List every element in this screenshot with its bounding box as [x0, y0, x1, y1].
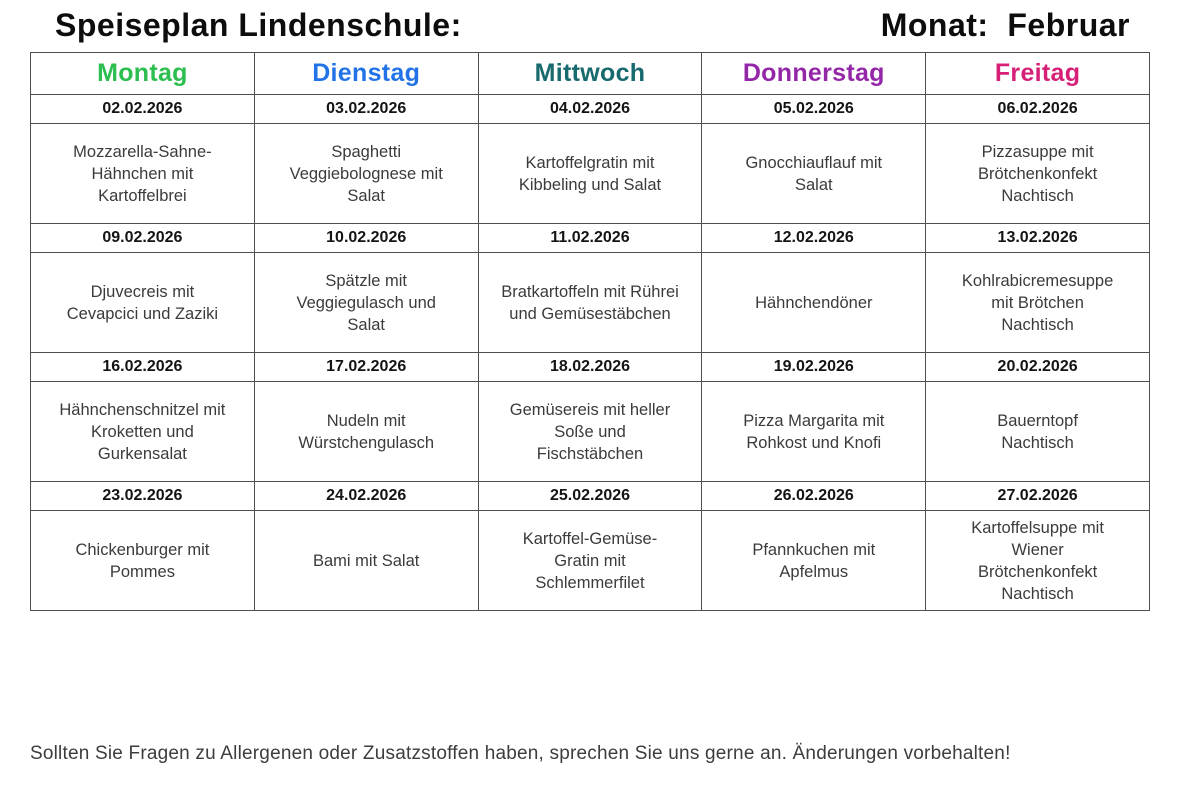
- meal-cell: Gemüsereis mit heller Soße und Fischstäb…: [477, 381, 703, 482]
- meal-cell: Mozzarella-Sahne- Hähnchen mit Kartoffel…: [30, 123, 255, 224]
- meal-cell: Pizza Margarita mit Rohkost und Knofi: [701, 381, 927, 482]
- meal-cell: Pfannkuchen mit Apfelmus: [701, 510, 927, 611]
- day-header-freitag: Freitag: [925, 52, 1150, 95]
- meal-cell: Hähnchenschnitzel mit Kroketten und Gurk…: [30, 381, 255, 482]
- date-cell: 12.02.2026: [701, 223, 927, 253]
- meal-row-week-4: Chickenburger mit Pommes Bami mit Salat Ka…: [30, 510, 1150, 611]
- date-cell: 03.02.2026: [253, 94, 479, 124]
- meal-cell: Kohlrabicremesuppe mit Brötchen Nachtisc…: [925, 252, 1150, 353]
- meal-cell: Kartoffel-Gemüse- Gratin mit Schlemmerfi…: [477, 510, 703, 611]
- date-cell: 18.02.2026: [477, 352, 703, 382]
- date-row-week-3: 16.02.2026 17.02.2026 18.02.2026 19.02.2026…: [30, 352, 1150, 382]
- meal-plan-table: Montag Dienstag Mittwoch Donnerstag Freitag …: [30, 52, 1150, 611]
- day-header-dienstag: Dienstag: [253, 52, 479, 95]
- date-row-week-4: 23.02.2026 24.02.2026 25.02.2026 26.02.2026…: [30, 481, 1150, 511]
- meal-cell: Chickenburger mit Pommes: [30, 510, 255, 611]
- date-cell: 27.02.2026: [925, 481, 1150, 511]
- meal-row-week-2: Djuvecreis mit Cevapcici und Zaziki Spätz…: [30, 252, 1150, 353]
- date-cell: 20.02.2026: [925, 352, 1150, 382]
- allergen-footer-note: Sollten Sie Fragen zu Allergenen oder Zu…: [30, 743, 1011, 764]
- date-cell: 06.02.2026: [925, 94, 1150, 124]
- date-cell: 26.02.2026: [701, 481, 927, 511]
- day-header-donnerstag: Donnerstag: [701, 52, 927, 95]
- page-header: Speiseplan Lindenschule: Monat: Februar: [0, 0, 1180, 52]
- day-header-montag: Montag: [30, 52, 255, 95]
- date-cell: 10.02.2026: [253, 223, 479, 253]
- meal-cell: Spätzle mit Veggiegulasch und Salat: [253, 252, 479, 353]
- date-cell: 11.02.2026: [477, 223, 703, 253]
- meal-cell: Djuvecreis mit Cevapcici und Zaziki: [30, 252, 255, 353]
- date-cell: 17.02.2026: [253, 352, 479, 382]
- date-cell: 19.02.2026: [701, 352, 927, 382]
- date-cell: 04.02.2026: [477, 94, 703, 124]
- meal-cell: Kartoffelgratin mit Kibbeling und Salat: [477, 123, 703, 224]
- date-cell: 23.02.2026: [30, 481, 255, 511]
- date-cell: 16.02.2026: [30, 352, 255, 382]
- date-cell: 25.02.2026: [477, 481, 703, 511]
- meal-cell: Hähnchendöner: [701, 252, 927, 353]
- meal-cell: Nudeln mit Würstchengulasch: [253, 381, 479, 482]
- meal-cell: Spaghetti Veggiebolognese mit Salat: [253, 123, 479, 224]
- meal-cell: Gnocchiauflauf mit Salat: [701, 123, 927, 224]
- date-cell: 13.02.2026: [925, 223, 1150, 253]
- meal-cell: Kartoffelsuppe mit Wiener Brötchenkonfek…: [925, 510, 1150, 611]
- date-cell: 02.02.2026: [30, 94, 255, 124]
- meal-cell: Bami mit Salat: [253, 510, 479, 611]
- meal-cell: Bratkartoffeln mit Rührei und Gemüsestäb…: [477, 252, 703, 353]
- day-header-mittwoch: Mittwoch: [477, 52, 703, 95]
- date-cell: 09.02.2026: [30, 223, 255, 253]
- meal-row-week-3: Hähnchenschnitzel mit Kroketten und Gurk…: [30, 381, 1150, 482]
- date-cell: 24.02.2026: [253, 481, 479, 511]
- date-row-week-1: 02.02.2026 03.02.2026 04.02.2026 05.02.2026…: [30, 94, 1150, 124]
- date-cell: 05.02.2026: [701, 94, 927, 124]
- date-row-week-2: 09.02.2026 10.02.2026 11.02.2026 12.02.2026…: [30, 223, 1150, 253]
- meal-cell: Bauerntopf Nachtisch: [925, 381, 1150, 482]
- meal-cell: Pizzasuppe mit Brötchenkonfekt Nachtisch: [925, 123, 1150, 224]
- month-label: Monat: Februar: [880, 7, 1130, 43]
- meal-row-week-1: Mozzarella-Sahne- Hähnchen mit Kartoffel…: [30, 123, 1150, 224]
- page-title: Speiseplan Lindenschule:: [55, 7, 462, 43]
- day-header-row: Montag Dienstag Mittwoch Donnerstag Freitag: [30, 52, 1150, 95]
